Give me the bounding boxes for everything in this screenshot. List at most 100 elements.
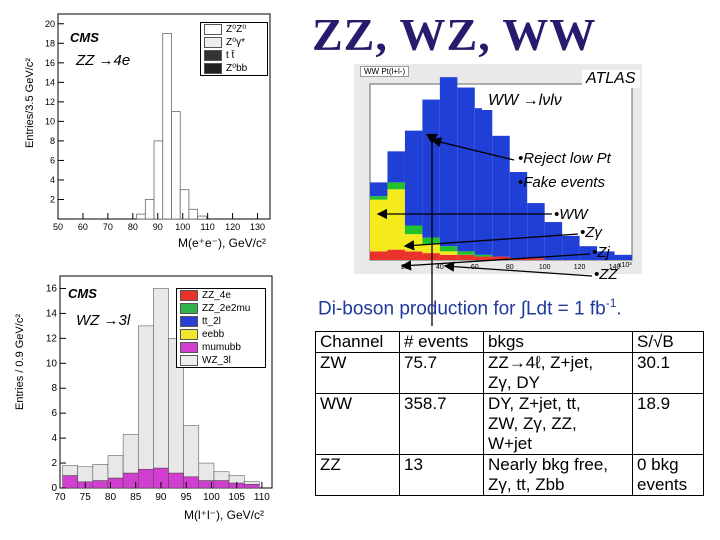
legend-item: ZZ_4e xyxy=(177,289,265,302)
histogram-bar xyxy=(527,258,545,260)
table-cell: 18.9 xyxy=(632,393,704,455)
y-tick-label: 16 xyxy=(46,283,58,294)
histogram-bar xyxy=(168,472,184,489)
table-cell: DY, Z+jet, tt, ZW, Zγ, ZZ, W+jet xyxy=(483,393,633,455)
y-tick-label: 10 xyxy=(46,358,58,369)
histogram-bar xyxy=(422,244,440,254)
table-cell: ZZ xyxy=(315,454,400,496)
diboson-end: . xyxy=(616,298,622,320)
x-tick-label: 95 xyxy=(181,492,193,503)
histogram-bar xyxy=(404,251,423,260)
bkg-line: Zγ, tt, Zbb xyxy=(488,475,565,494)
bkg-line: DY, Z+jet, tt, xyxy=(488,394,581,413)
diboson-sup: -1 xyxy=(605,296,617,310)
legend-swatch xyxy=(180,290,198,301)
bkg-line: Zγ, DY xyxy=(488,373,540,392)
results-table: Channel # events bkgs S/√B ZW 75.7 ZZ→4ℓ… xyxy=(315,331,704,496)
histogram-bar xyxy=(562,235,580,260)
legend-swatch xyxy=(180,342,198,353)
slide-title: ZZ, WZ, WW xyxy=(312,9,597,60)
x-tick-label: 105 xyxy=(228,492,245,503)
y-tick-label: 8 xyxy=(50,136,55,146)
y-tick-label: 2 xyxy=(51,458,57,469)
y-tick-label: 14 xyxy=(46,308,58,319)
legend-swatch xyxy=(204,24,222,35)
histogram-bar xyxy=(422,253,440,260)
sb-line: 0 bkg xyxy=(637,455,679,474)
ww-header: WW Pt(l+l-) xyxy=(360,66,410,77)
table-header: # events xyxy=(399,331,484,353)
legend-swatch xyxy=(204,37,222,48)
bullet-zgamma: •Zγ xyxy=(580,224,602,241)
y-tick-label: 4 xyxy=(51,433,57,444)
x-tick-label: 100 xyxy=(175,222,190,232)
histogram-bar xyxy=(162,33,172,220)
legend-item: ZZ_2e2mu xyxy=(177,302,265,315)
zz-x-axis-label: M(e⁺e⁻), GeV/c² xyxy=(178,236,267,250)
histogram-bar xyxy=(404,234,423,252)
y-tick-label: 2 xyxy=(50,194,55,204)
histogram-bar xyxy=(62,475,78,489)
legend-item: Z⁰γ* xyxy=(201,36,267,49)
y-tick-label: 10 xyxy=(45,116,55,126)
y-tick-label: 6 xyxy=(50,155,55,165)
table-cell: Nearly bkg free, Zγ, tt, Zbb xyxy=(483,454,633,496)
histogram-bar xyxy=(544,222,563,260)
histogram-bar xyxy=(457,254,475,260)
histogram-bar xyxy=(153,288,169,469)
x-tick-label: 130 xyxy=(250,222,265,232)
legend-swatch xyxy=(204,50,222,61)
histogram-bar xyxy=(198,462,215,481)
histogram-bar xyxy=(404,130,423,226)
histogram-bar xyxy=(153,140,164,220)
table-header: Channel xyxy=(315,331,400,353)
wz-legend: ZZ_4e ZZ_2e2mu tt_2l eebb mumubb WZ_3l xyxy=(176,288,266,368)
histogram-bar xyxy=(370,182,388,197)
x-tick-label: 100 xyxy=(539,264,551,271)
legend-label: t t̄ xyxy=(226,50,235,61)
bullet-zz: •ZZ xyxy=(594,266,618,283)
histogram-bar xyxy=(197,215,207,220)
histogram-bar xyxy=(77,466,94,483)
legend-label: WZ_3l xyxy=(202,355,231,366)
diboson-statement: Di-boson production for ∫Ldt = 1 fb-1. xyxy=(318,296,622,320)
legend-item: Z⁰bb xyxy=(201,62,267,75)
table-row: ZZ 13 Nearly bkg free, Zγ, tt, Zbb 0 bkg e… xyxy=(315,454,704,496)
table-cell: 75.7 xyxy=(399,352,484,394)
bullet-reject-low-pt: •Reject low Pt xyxy=(518,150,611,167)
histogram-bar xyxy=(370,199,388,252)
y-tick-label: 12 xyxy=(45,97,55,107)
histogram-bar xyxy=(474,108,493,255)
bullet-ww: •WW xyxy=(554,206,588,223)
histogram-bar xyxy=(474,256,493,260)
histogram-bar xyxy=(213,480,230,489)
legend-item: Z⁰Z⁰ xyxy=(201,23,267,36)
x-tick-label: 60 xyxy=(471,264,479,271)
histogram-bar xyxy=(136,213,146,220)
diboson-text: Di-boson production for ∫Ldt = 1 fb xyxy=(318,298,606,320)
y-tick-label: 20 xyxy=(45,19,55,29)
legend-item: mumubb xyxy=(177,341,265,354)
legend-label: Z⁰bb xyxy=(226,63,248,74)
histogram-bar xyxy=(439,254,458,260)
table-header: bkgs xyxy=(483,331,633,353)
x-tick-label: 90 xyxy=(155,492,167,503)
sb-line: 30.1 xyxy=(637,353,671,372)
x-tick-label: 100 xyxy=(203,492,220,503)
histogram-bar xyxy=(422,99,440,238)
x-tick-label: 110 xyxy=(200,222,214,232)
y-tick-label: 14 xyxy=(45,77,55,87)
x-tick-label: 75 xyxy=(80,492,92,503)
legend-item: eebb xyxy=(177,328,265,341)
histogram-bar xyxy=(492,256,510,260)
histogram-bar xyxy=(474,254,493,257)
x-tick-label: 85 xyxy=(130,492,142,503)
histogram-bar xyxy=(404,225,423,235)
histogram-bar xyxy=(183,425,200,478)
y-tick-label: 0 xyxy=(51,483,57,494)
bullet-zj: •Zj xyxy=(592,244,610,261)
histogram-bar xyxy=(137,469,154,489)
x-tick-label: 50 xyxy=(53,222,63,232)
x-tick-label: 80 xyxy=(128,222,138,232)
x-tick-label: 80 xyxy=(105,492,117,503)
